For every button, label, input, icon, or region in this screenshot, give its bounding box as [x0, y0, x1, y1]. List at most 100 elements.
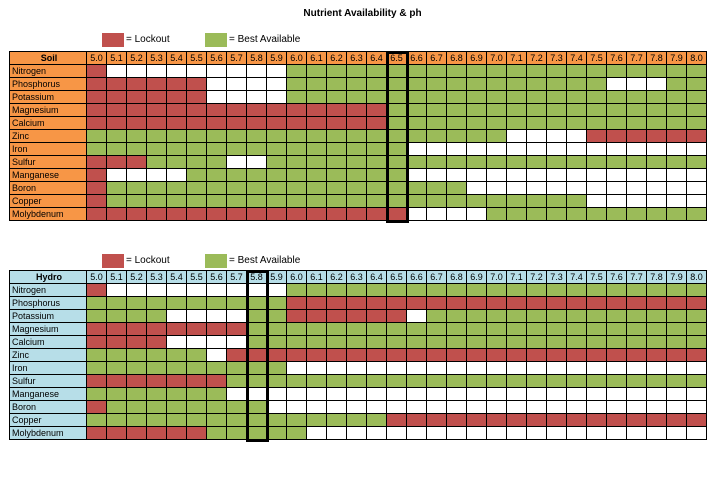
cell-manganese-6.1 [306, 387, 327, 401]
cell-sulfur-5.3 [146, 155, 167, 169]
cell-sulfur-7.2 [526, 374, 547, 388]
cell-zinc-7.8 [646, 129, 667, 143]
cell-potassium-6.5 [386, 90, 407, 104]
cell-nitrogen-6.2 [326, 64, 347, 78]
cell-calcium-6.9 [466, 116, 487, 130]
lockout-swatch [102, 254, 124, 268]
cell-calcium-6.8 [446, 335, 467, 349]
cell-potassium-6.1 [306, 90, 327, 104]
cell-boron-5.8 [246, 400, 267, 414]
cell-phosphorus-5.6 [206, 296, 227, 310]
cell-phosphorus-7.9 [666, 77, 687, 91]
cell-magnesium-6.6 [406, 322, 427, 336]
cell-zinc-8.0 [686, 348, 707, 362]
cell-zinc-6.0 [286, 348, 307, 362]
cell-magnesium-6.4 [366, 103, 387, 117]
cell-nitrogen-6.5 [386, 64, 407, 78]
cell-manganese-7.0 [486, 387, 507, 401]
cell-nitrogen-7.5 [586, 283, 607, 297]
cell-calcium-6.5 [386, 116, 407, 130]
cell-molybdenum-6.7 [426, 207, 447, 221]
cell-zinc-7.4 [566, 129, 587, 143]
cell-nitrogen-5.0 [86, 283, 107, 297]
cell-boron-7.7 [626, 181, 647, 195]
cell-iron-6.6 [406, 361, 427, 375]
cell-sulfur-5.7 [226, 374, 247, 388]
cell-potassium-6.3 [346, 90, 367, 104]
cell-boron-7.6 [606, 400, 627, 414]
ph-header-8.0: 8.0 [686, 51, 707, 65]
cell-sulfur-5.8 [246, 374, 267, 388]
cell-calcium-5.7 [226, 116, 247, 130]
cell-phosphorus-5.4 [166, 296, 187, 310]
cell-magnesium-6.7 [426, 103, 447, 117]
cell-boron-6.1 [306, 181, 327, 195]
cell-molybdenum-7.6 [606, 426, 627, 440]
cell-iron-5.3 [146, 361, 167, 375]
cell-magnesium-7.1 [506, 103, 527, 117]
cell-calcium-6.9 [466, 335, 487, 349]
cell-magnesium-6.1 [306, 322, 327, 336]
cell-potassium-7.4 [566, 309, 587, 323]
cell-magnesium-5.5 [186, 103, 207, 117]
cell-boron-6.9 [466, 400, 487, 414]
cell-potassium-5.0 [86, 309, 107, 323]
cell-boron-7.0 [486, 181, 507, 195]
cell-phosphorus-6.0 [286, 296, 307, 310]
cell-nitrogen-6.0 [286, 64, 307, 78]
cell-iron-5.0 [86, 142, 107, 156]
cell-zinc-5.8 [246, 129, 267, 143]
cell-manganese-7.7 [626, 387, 647, 401]
cell-potassium-6.7 [426, 90, 447, 104]
cell-zinc-7.0 [486, 129, 507, 143]
cell-magnesium-7.7 [626, 103, 647, 117]
cell-boron-7.3 [546, 181, 567, 195]
cell-magnesium-7.2 [526, 103, 547, 117]
cell-phosphorus-6.6 [406, 77, 427, 91]
row-label-calcium: Calcium [9, 116, 87, 130]
cell-sulfur-7.7 [626, 374, 647, 388]
cell-phosphorus-5.9 [266, 296, 287, 310]
cell-calcium-5.1 [106, 335, 127, 349]
row-label-iron: Iron [9, 361, 87, 375]
cell-sulfur-6.8 [446, 155, 467, 169]
cell-potassium-7.3 [546, 90, 567, 104]
cell-phosphorus-6.5 [386, 296, 407, 310]
cell-manganese-7.0 [486, 168, 507, 182]
cell-potassium-5.5 [186, 309, 207, 323]
cell-zinc-5.9 [266, 129, 287, 143]
cell-phosphorus-8.0 [686, 296, 707, 310]
cell-boron-5.4 [166, 400, 187, 414]
cell-molybdenum-5.4 [166, 426, 187, 440]
ph-header-7.8: 7.8 [646, 51, 667, 65]
ph-header-7.7: 7.7 [626, 270, 647, 284]
cell-boron-7.8 [646, 181, 667, 195]
cell-iron-7.0 [486, 361, 507, 375]
cell-zinc-5.1 [106, 348, 127, 362]
cell-potassium-7.5 [586, 90, 607, 104]
cell-molybdenum-6.5 [386, 207, 407, 221]
row-label-calcium: Calcium [9, 335, 87, 349]
cell-potassium-7.6 [606, 309, 627, 323]
cell-sulfur-5.5 [186, 155, 207, 169]
cell-phosphorus-7.5 [586, 296, 607, 310]
cell-molybdenum-6.3 [346, 207, 367, 221]
cell-potassium-7.8 [646, 309, 667, 323]
cell-sulfur-7.9 [666, 155, 687, 169]
cell-boron-6.6 [406, 400, 427, 414]
cell-potassium-7.6 [606, 90, 627, 104]
cell-boron-6.2 [326, 400, 347, 414]
ph-header-7.6: 7.6 [606, 51, 627, 65]
cell-copper-5.2 [126, 194, 147, 208]
cell-sulfur-7.0 [486, 155, 507, 169]
table-row: Phosphorus [9, 296, 707, 310]
cell-sulfur-6.5 [386, 374, 407, 388]
row-label-manganese: Manganese [9, 387, 87, 401]
cell-molybdenum-5.3 [146, 426, 167, 440]
cell-nitrogen-6.4 [366, 283, 387, 297]
cell-sulfur-6.2 [326, 155, 347, 169]
cell-manganese-7.8 [646, 387, 667, 401]
cell-iron-7.7 [626, 142, 647, 156]
cell-molybdenum-5.6 [206, 426, 227, 440]
cell-phosphorus-7.1 [506, 77, 527, 91]
